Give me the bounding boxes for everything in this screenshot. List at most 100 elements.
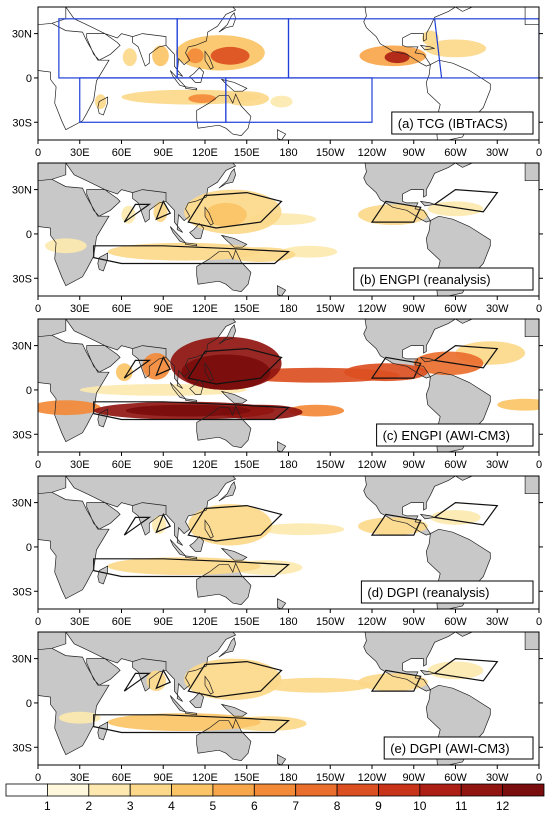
x-tick-label: 120E xyxy=(192,303,218,315)
colorbar-label: 12 xyxy=(496,799,510,813)
x-tick-label: 150W xyxy=(316,772,345,784)
genesis-contour xyxy=(433,188,499,213)
colorbar-segment xyxy=(5,783,48,797)
coastline xyxy=(38,476,539,609)
map-panel-1: 30N 0 30S 0 30E 60E 90E 120E 150E 180 150W 120W 90W 6… xyxy=(12,6,543,159)
x-tick-label: 60W xyxy=(444,772,467,784)
y-tick-label: 30N xyxy=(12,341,32,353)
x-tick-label: 0 xyxy=(536,616,542,628)
x-tick-label: 120E xyxy=(192,147,218,159)
x-tick-label: 60E xyxy=(112,772,132,784)
genesis-contour xyxy=(370,513,422,536)
density-patch xyxy=(44,238,87,254)
x-tick-label: 60W xyxy=(444,147,467,159)
x-tick-label: 0 xyxy=(536,303,542,315)
colorbar-segment xyxy=(295,783,338,797)
density-patch xyxy=(116,363,133,382)
land-mass xyxy=(38,163,539,296)
x-tick-label: 30E xyxy=(70,772,90,784)
x-tick-label: 150W xyxy=(316,459,345,471)
x-tick-label: 90W xyxy=(402,616,425,628)
x-tick-label: 60E xyxy=(112,303,132,315)
genesis-contour xyxy=(433,344,499,369)
x-tick-label: 180 xyxy=(279,459,297,471)
map-panel-3: 30N 0 30S 0 30E 60E 90E 120E 150E 180 150W 120W 90W 6… xyxy=(12,318,543,471)
colorbar-label: 1 xyxy=(44,799,51,813)
x-tick-label: 150E xyxy=(234,772,260,784)
y-tick-label: 30N xyxy=(12,498,32,510)
x-tick-label: 90E xyxy=(153,772,173,784)
x-tick-label: 90W xyxy=(402,459,425,471)
panel-label-box xyxy=(383,736,534,760)
colorbar: 1 2 3 4 5 6 7 8 9 10 11 12 xyxy=(5,783,545,813)
x-tick-label: 30E xyxy=(70,147,90,159)
colorbar-segment xyxy=(378,783,421,797)
x-tick-label: 60E xyxy=(112,459,132,471)
genesis-contour xyxy=(93,558,291,578)
density-patch xyxy=(205,202,247,227)
genesis-contour xyxy=(187,660,283,698)
x-tick-label: 120W xyxy=(358,147,387,159)
land-mass xyxy=(38,632,539,765)
colorbar-segment xyxy=(88,783,131,797)
panel-label-box xyxy=(391,111,534,135)
y-tick-label: 30S xyxy=(12,742,32,754)
coastline xyxy=(38,7,539,140)
x-tick-label: 120W xyxy=(358,616,387,628)
density-patch xyxy=(107,242,261,261)
genesis-contour xyxy=(155,513,172,534)
land-mass xyxy=(38,319,539,452)
y-tick-label: 30N xyxy=(12,654,32,666)
x-tick-label: 90E xyxy=(153,459,173,471)
y-tick-label: 0 xyxy=(26,73,32,85)
x-tick-label: 180 xyxy=(279,303,297,315)
density-patch xyxy=(224,91,270,106)
coastline xyxy=(38,632,539,765)
coastline xyxy=(38,163,539,296)
genesis-contour xyxy=(155,200,172,221)
land-mass xyxy=(38,476,539,609)
x-tick-label: 30W xyxy=(486,772,509,784)
y-tick-label: 30N xyxy=(12,29,32,41)
colorbar-segment xyxy=(171,783,214,797)
x-tick-label: 150W xyxy=(316,147,345,159)
density-patch xyxy=(187,48,204,64)
x-tick-label: 90W xyxy=(402,147,425,159)
x-tick-label: 60W xyxy=(444,303,467,315)
density-patch xyxy=(95,94,107,109)
density-patch xyxy=(281,245,338,258)
y-tick-label: 0 xyxy=(26,698,32,710)
x-tick-label: 90E xyxy=(153,147,173,159)
x-tick-label: 180 xyxy=(279,616,297,628)
basin-divider xyxy=(434,18,443,79)
colorbar-segment xyxy=(212,783,255,797)
panel-label: (e) DGPI (AWI-CM3) xyxy=(390,741,509,756)
density-patch xyxy=(344,363,428,382)
x-tick-label: 30W xyxy=(486,303,509,315)
x-tick-label: 30E xyxy=(70,459,90,471)
density-patch xyxy=(288,404,345,417)
panels: 30N 0 30S 0 30E 60E 90E 120E 150E 180 150W 120W 90W 6… xyxy=(12,6,543,784)
y-tick-label: 0 xyxy=(26,385,32,397)
x-tick-label: 30E xyxy=(70,616,90,628)
panel-label-box xyxy=(376,423,534,447)
density-patch xyxy=(260,523,345,536)
x-tick-label: 180 xyxy=(279,147,297,159)
genesis-contour xyxy=(433,501,499,526)
y-tick-label: 30S xyxy=(12,429,32,441)
y-tick-label: 0 xyxy=(26,229,32,241)
x-tick-label: 120W xyxy=(358,303,387,315)
density-patch xyxy=(260,677,372,693)
colorbar-label: 7 xyxy=(292,799,299,813)
x-tick-label: 0 xyxy=(35,147,41,159)
genesis-contour xyxy=(123,672,152,692)
panel-label-box xyxy=(353,267,534,291)
colorbar-label: 4 xyxy=(168,799,175,813)
x-tick-label: 0 xyxy=(536,459,542,471)
x-tick-label: 0 xyxy=(536,772,542,784)
genesis-contour xyxy=(370,356,422,379)
density-patch xyxy=(38,400,101,416)
x-tick-label: 0 xyxy=(35,303,41,315)
x-tick-label: 0 xyxy=(35,459,41,471)
